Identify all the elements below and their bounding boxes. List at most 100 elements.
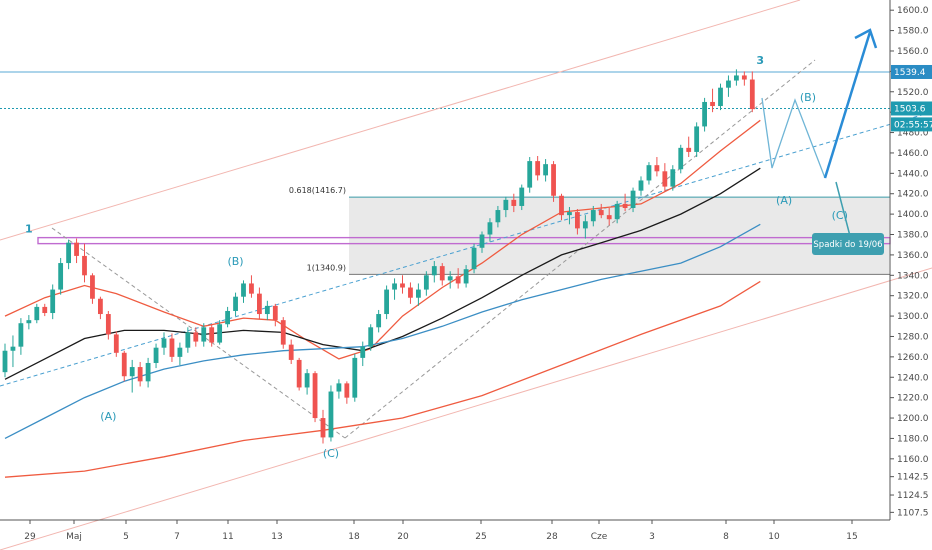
candle bbox=[503, 196, 509, 218]
candle bbox=[511, 193, 517, 213]
candle-body bbox=[90, 275, 95, 299]
candle bbox=[50, 284, 56, 320]
candle-body bbox=[320, 418, 326, 438]
blue-trend-line bbox=[0, 111, 932, 387]
candle-body bbox=[734, 75, 739, 81]
y-tick-label: 1240.0 bbox=[897, 373, 929, 383]
candle bbox=[10, 335, 16, 368]
candle bbox=[34, 303, 40, 324]
candle bbox=[614, 200, 620, 224]
candle bbox=[185, 327, 191, 353]
y-tick-label: 1180.0 bbox=[897, 434, 929, 444]
candle-body bbox=[447, 276, 453, 281]
candle-body bbox=[622, 203, 628, 208]
y-tick-label: 1440.0 bbox=[897, 169, 929, 179]
candle-body bbox=[495, 210, 501, 223]
projection-up-arrow bbox=[823, 31, 872, 179]
candle bbox=[288, 339, 294, 364]
candle bbox=[392, 278, 397, 300]
y-tick-label: 1520.0 bbox=[897, 88, 929, 98]
y-tick-label: 1460.0 bbox=[897, 149, 929, 159]
candle bbox=[479, 231, 485, 253]
candle bbox=[598, 203, 604, 219]
candle-body bbox=[670, 169, 676, 187]
candle-body bbox=[336, 383, 342, 392]
candle-body bbox=[66, 242, 71, 264]
x-tick-label: Maj bbox=[66, 532, 82, 542]
x-tick-label: 11 bbox=[222, 532, 233, 542]
candle-body bbox=[638, 180, 644, 191]
x-tick-label: 15 bbox=[846, 532, 857, 542]
candle-body bbox=[74, 242, 79, 256]
candle bbox=[217, 320, 223, 345]
candle bbox=[384, 285, 389, 320]
candle bbox=[559, 193, 564, 221]
candle bbox=[241, 280, 246, 303]
x-tick-label: 20 bbox=[397, 532, 409, 542]
candle bbox=[74, 238, 79, 264]
y-tick-label: 1340.0 bbox=[897, 271, 929, 281]
candle bbox=[352, 353, 358, 402]
candle bbox=[702, 97, 707, 132]
candle-body bbox=[129, 367, 135, 377]
y-tick-label: 1220.0 bbox=[897, 394, 929, 404]
candle bbox=[249, 275, 254, 298]
candle bbox=[654, 157, 660, 177]
candle-body bbox=[264, 305, 270, 315]
candle bbox=[416, 283, 421, 306]
lower-channel-line bbox=[0, 267, 932, 550]
candle-body bbox=[392, 283, 397, 290]
candle bbox=[82, 243, 87, 283]
price-label-last-text: 1503.6 bbox=[894, 104, 926, 114]
candle-body bbox=[153, 347, 159, 363]
wave-label: 1 bbox=[25, 222, 33, 235]
annotation-text: Spadki do 19/06 bbox=[813, 240, 882, 250]
candle bbox=[312, 371, 318, 423]
x-tick-label: 29 bbox=[24, 532, 36, 542]
candle-body bbox=[686, 147, 692, 152]
candle-body bbox=[646, 165, 652, 181]
x-tick-label: 7 bbox=[174, 532, 180, 542]
candle bbox=[710, 88, 715, 113]
candle-body bbox=[567, 212, 572, 216]
candle-body bbox=[694, 126, 700, 152]
candle-body bbox=[710, 101, 715, 107]
fib-0618-label: 0.618(1416.7) bbox=[289, 186, 346, 195]
candle bbox=[137, 361, 143, 387]
x-tick-label: 28 bbox=[546, 532, 558, 542]
price-label-timer-text: 02:55:57 bbox=[894, 120, 932, 130]
candle bbox=[741, 71, 747, 86]
candle-body bbox=[511, 199, 517, 206]
candle bbox=[463, 265, 469, 288]
candle-body bbox=[241, 283, 246, 297]
candle bbox=[66, 239, 71, 270]
y-tick-label: 1260.0 bbox=[897, 353, 929, 363]
candle-body bbox=[575, 212, 580, 229]
candle-body bbox=[416, 289, 421, 298]
y-tick-label: 1400.0 bbox=[897, 210, 929, 220]
candle bbox=[662, 163, 668, 192]
x-tick-label: 5 bbox=[123, 532, 129, 542]
candle bbox=[233, 292, 238, 317]
candle-body bbox=[543, 164, 548, 176]
candle bbox=[113, 331, 119, 357]
x-tick-label: 8 bbox=[723, 532, 729, 542]
candle-body bbox=[257, 293, 262, 315]
candle-body bbox=[678, 147, 684, 170]
candle-body bbox=[169, 338, 175, 357]
candle-body bbox=[58, 263, 64, 290]
x-tick-label: 13 bbox=[271, 532, 282, 542]
candle bbox=[487, 218, 493, 242]
candle-body bbox=[614, 203, 620, 220]
candle-body bbox=[503, 199, 509, 211]
candle bbox=[42, 303, 48, 317]
candle bbox=[257, 287, 262, 320]
fib-1-label: 1(1340.9) bbox=[307, 263, 346, 272]
candle bbox=[678, 144, 684, 174]
candle bbox=[328, 385, 334, 442]
candle bbox=[90, 273, 95, 304]
candle bbox=[272, 303, 278, 327]
candle-body bbox=[145, 362, 151, 382]
candle-body bbox=[487, 222, 493, 235]
